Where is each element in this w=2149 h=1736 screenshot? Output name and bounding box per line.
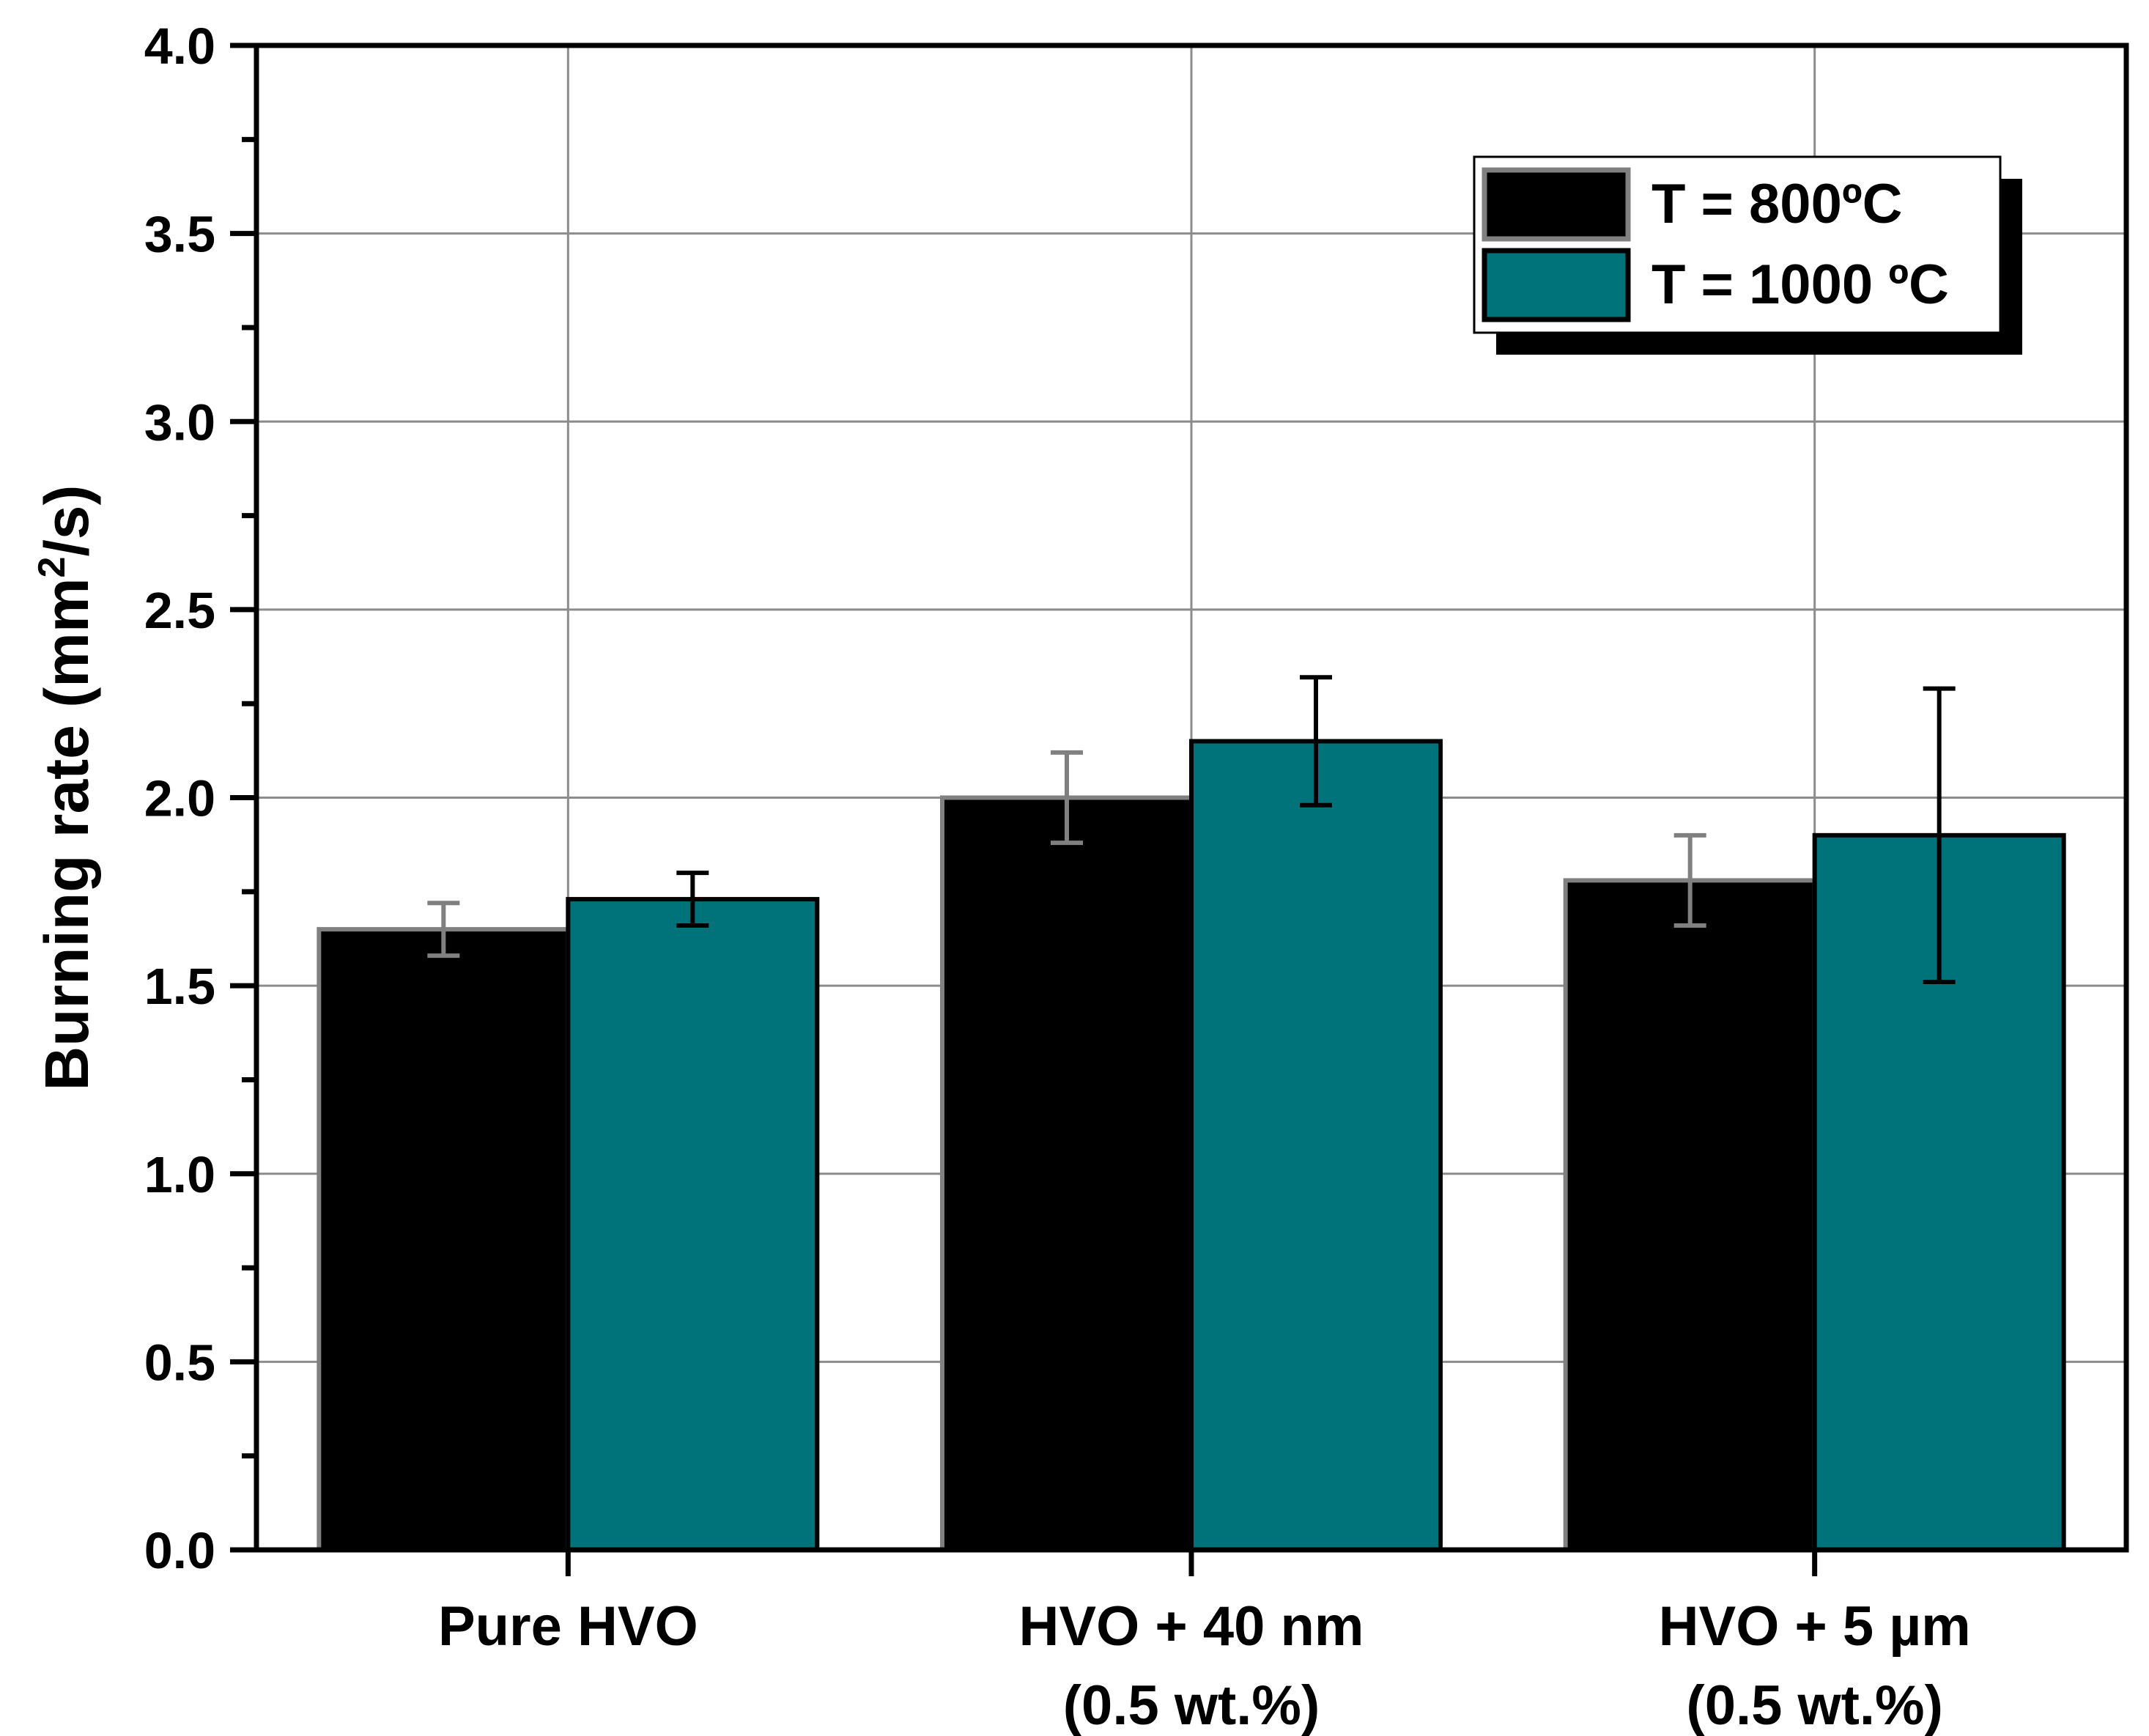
y-tick-label: 2.0: [144, 770, 215, 827]
y-tick-label: 0.5: [144, 1334, 215, 1391]
x-category-label: Pure HVO: [438, 1595, 698, 1658]
y-axis-title-main: Burning rate (mm: [32, 577, 101, 1090]
legend-label-1000c: T = 1000 ºC: [1651, 254, 1949, 316]
x-axis-ticks: Pure HVO HVO + 40 nm (0.5 wt.%) HVO + 5 µm (…: [438, 1550, 1971, 1736]
x-category-label-line2: (0.5 wt.%): [1063, 1674, 1320, 1736]
legend-label-800c: T = 800ºC: [1651, 173, 1902, 235]
y-axis-title-suffix: /s): [32, 484, 101, 556]
y-tick-label: 4.0: [144, 18, 215, 75]
error-bar-1000c-2: [1923, 686, 1956, 984]
y-tick-label: 1.5: [144, 958, 215, 1015]
legend-swatch-1000c: [1482, 248, 1631, 322]
bar-800c-1: [940, 795, 1194, 1552]
bar-1000c-0: [566, 897, 820, 1552]
y-axis-title-superscript: 2: [31, 557, 73, 578]
bar-1000c-1: [1189, 739, 1443, 1553]
y-tick-label: 1.0: [144, 1146, 215, 1203]
x-category-label-line2: (0.5 wt.%): [1686, 1674, 1943, 1736]
error-bar-800c-0: [427, 901, 460, 959]
legend-swatch-800c: [1482, 167, 1631, 242]
y-tick-label: 2.5: [144, 582, 215, 639]
error-bars: [427, 675, 1956, 984]
x-category-label: HVO + 5 µm: [1659, 1595, 1971, 1658]
error-bar-800c-1: [1051, 750, 1083, 846]
legend: T = 800ºC T = 1000 ºC: [1473, 155, 2022, 355]
bar-800c-2: [1563, 878, 1817, 1553]
y-axis-title: Burning rate (mm2/s): [31, 484, 101, 1090]
y-tick-label: 3.0: [144, 394, 215, 451]
bar-800c-0: [317, 927, 571, 1552]
y-axis-ticks: 0.0 0.5 1.0 1.5 2.0 2.5 3.0 3.5 4.0: [144, 18, 256, 1579]
x-category-label: HVO + 40 nm: [1019, 1595, 1364, 1658]
error-bar-1000c-1: [1300, 675, 1332, 808]
y-tick-label: 0.0: [144, 1522, 215, 1579]
error-bar-800c-2: [1673, 832, 1706, 928]
error-bar-1000c-0: [676, 871, 709, 928]
y-tick-label: 3.5: [144, 206, 215, 263]
